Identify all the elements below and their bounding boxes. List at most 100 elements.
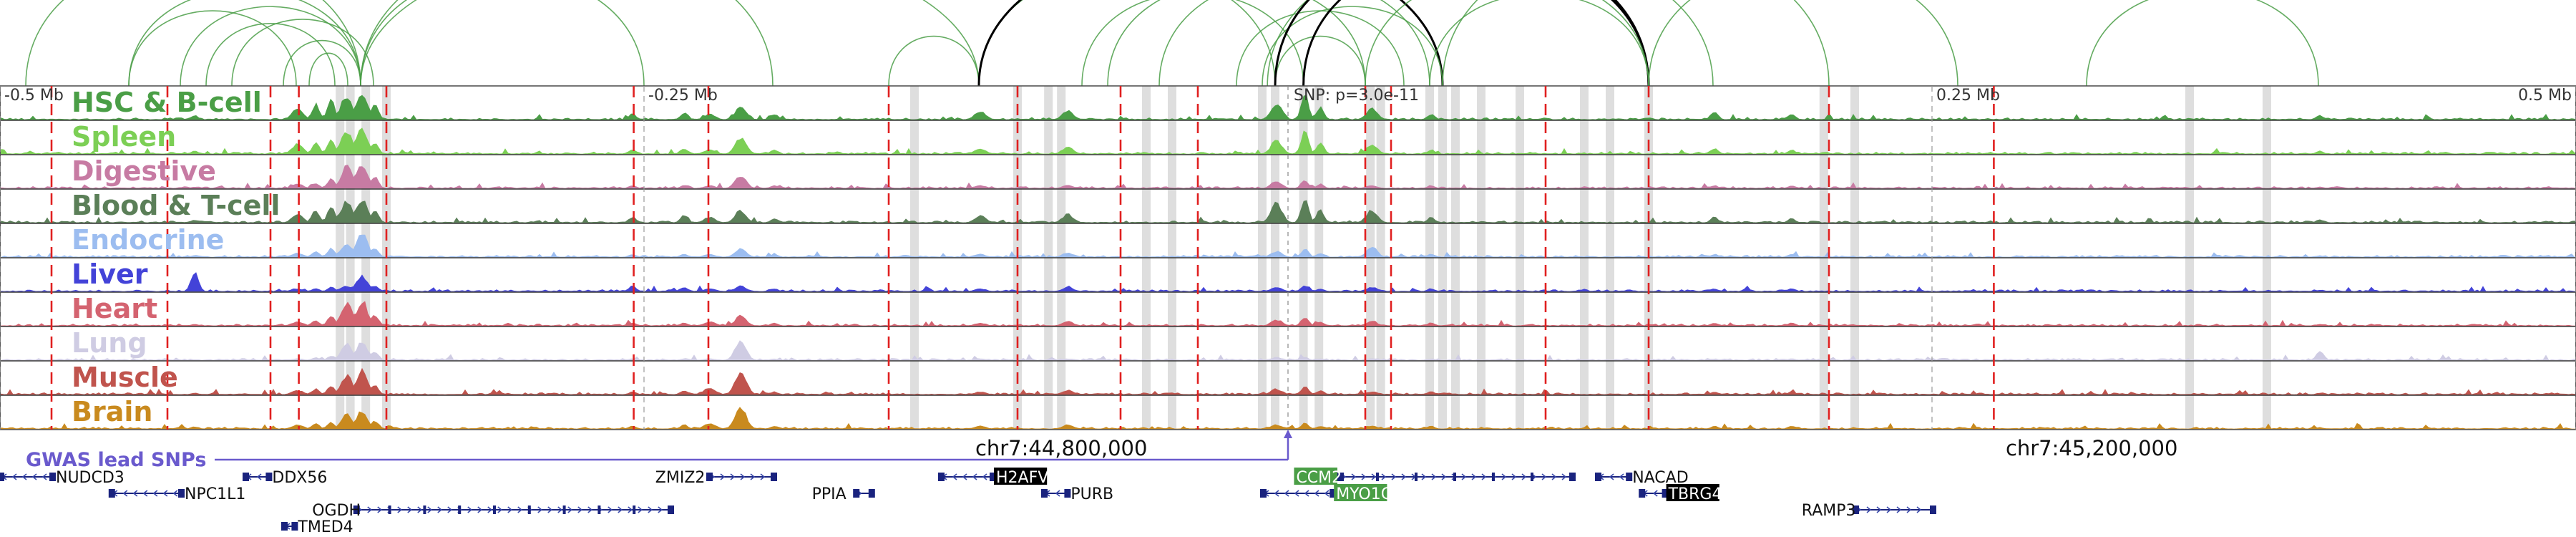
strand-arrow xyxy=(1274,490,1279,497)
loop-arc-20 xyxy=(1274,0,1649,87)
exon xyxy=(1639,489,1646,498)
strand-arrow xyxy=(1541,473,1547,480)
strand-arrow xyxy=(467,506,473,513)
strand-arrow xyxy=(1619,473,1624,480)
signal-1 xyxy=(0,127,2576,155)
strand-arrow xyxy=(587,506,593,513)
gene-highlight-box xyxy=(1334,484,1387,501)
track-label: Blood & T-cell xyxy=(72,190,280,221)
exon xyxy=(1662,489,1669,498)
strand-arrow xyxy=(1421,473,1427,480)
exon xyxy=(868,489,875,498)
exon xyxy=(178,489,185,498)
loop-arc-28 xyxy=(2086,0,2319,87)
strand-arrow xyxy=(397,506,403,513)
loop-arc-22 xyxy=(1274,0,1650,87)
strand-arrow xyxy=(1511,473,1517,480)
strand-arrow xyxy=(952,473,957,480)
loop-arc-24 xyxy=(1365,0,1649,87)
strand-arrow xyxy=(750,473,756,480)
strand-arrow xyxy=(367,506,373,513)
strand-arrow xyxy=(1521,473,1527,480)
exon xyxy=(1853,505,1859,514)
gene-highlight-box xyxy=(1666,484,1719,501)
gene-h2afv: H2AFV xyxy=(938,468,1048,487)
loop-arc-21 xyxy=(1267,0,1714,87)
position-ruler: -0.5 Mb -0.25 Mb 0.25 Mb 0.5 Mb SNP: p=3.0e-… xyxy=(0,86,2576,430)
strand-arrow xyxy=(447,506,453,513)
signal-6 xyxy=(0,301,2576,326)
strand-arrow xyxy=(42,473,47,480)
exon xyxy=(1930,505,1936,514)
gene-nacad: NACAD xyxy=(1595,469,1689,487)
exon xyxy=(853,489,860,498)
track-label: HSC & B-cell xyxy=(72,87,262,118)
strand-arrow xyxy=(537,506,543,513)
track-label: Liver xyxy=(72,258,148,290)
gene-purb: PURB xyxy=(1041,485,1113,503)
ruler-tick-label: -0.5 Mb xyxy=(4,87,64,105)
exon xyxy=(562,505,566,514)
loop-arc-9 xyxy=(360,0,645,87)
strand-arrow xyxy=(377,506,383,513)
signal-0 xyxy=(0,95,2576,120)
exon xyxy=(1330,489,1337,498)
exon xyxy=(1626,473,1633,481)
loop-arc-2 xyxy=(180,6,361,87)
strand-arrow xyxy=(1324,490,1330,497)
coordinate-label: chr7:45,200,000 xyxy=(2006,436,2178,460)
strand-arrow xyxy=(628,506,633,513)
exon xyxy=(1064,489,1071,498)
strand-arrow xyxy=(658,506,663,513)
strand-arrow xyxy=(638,506,643,513)
loop-arc-3 xyxy=(231,19,374,87)
loop-arc-11 xyxy=(888,35,980,87)
gene-highlight-box xyxy=(1294,468,1337,485)
exon xyxy=(990,473,996,481)
loop-arc-26 xyxy=(1442,0,1830,87)
exon xyxy=(1260,489,1267,498)
gwas-snp-marker xyxy=(1284,430,1292,438)
track-label: Heart xyxy=(72,293,157,324)
loop-arc-0 xyxy=(25,0,361,87)
strand-arrow xyxy=(1294,490,1299,497)
strand-arrow xyxy=(1481,473,1487,480)
exon xyxy=(423,505,426,514)
gene-label: DDX56 xyxy=(272,469,327,487)
gene-ccm2: CCM2 xyxy=(1294,468,1576,487)
loop-arc-15 xyxy=(1081,0,1304,87)
loop-arc-23 xyxy=(1302,0,1650,87)
gene-tbrg4: TBRG4 xyxy=(1639,484,1722,503)
strand-arrow xyxy=(142,490,148,497)
exon xyxy=(493,505,496,514)
loop-arc-19 xyxy=(1262,6,1443,87)
exon xyxy=(938,473,945,481)
strand-arrow xyxy=(1381,473,1387,480)
strand-arrow xyxy=(427,506,433,513)
exon xyxy=(706,473,713,481)
track-label: Brain xyxy=(72,396,152,427)
strand-arrow xyxy=(417,506,423,513)
loop-arc-5 xyxy=(308,52,348,87)
gene-ogdh: OGDH xyxy=(312,502,674,520)
loop-arc-7 xyxy=(205,23,336,87)
gene-label: NPC1L1 xyxy=(185,485,245,503)
ruler-tick-label: 0.5 Mb xyxy=(2518,87,2572,105)
strand-arrow xyxy=(31,473,37,480)
strand-arrow xyxy=(1551,473,1557,480)
gwas-section: GWAS lead SNPs chr7:44,800,000 chr7:45,20… xyxy=(26,430,2177,471)
exon xyxy=(527,505,531,514)
exon xyxy=(1531,473,1533,481)
exon xyxy=(1376,473,1379,481)
strand-arrow xyxy=(256,473,262,480)
strand-arrow xyxy=(122,490,128,497)
loop-arc-14 xyxy=(1236,10,1405,87)
strand-arrow xyxy=(1609,473,1614,480)
gene-npc1l1: NPC1L1 xyxy=(108,485,245,503)
gene-label: NACAD xyxy=(1632,469,1688,487)
exon xyxy=(353,505,360,514)
strand-arrow xyxy=(1391,473,1397,480)
